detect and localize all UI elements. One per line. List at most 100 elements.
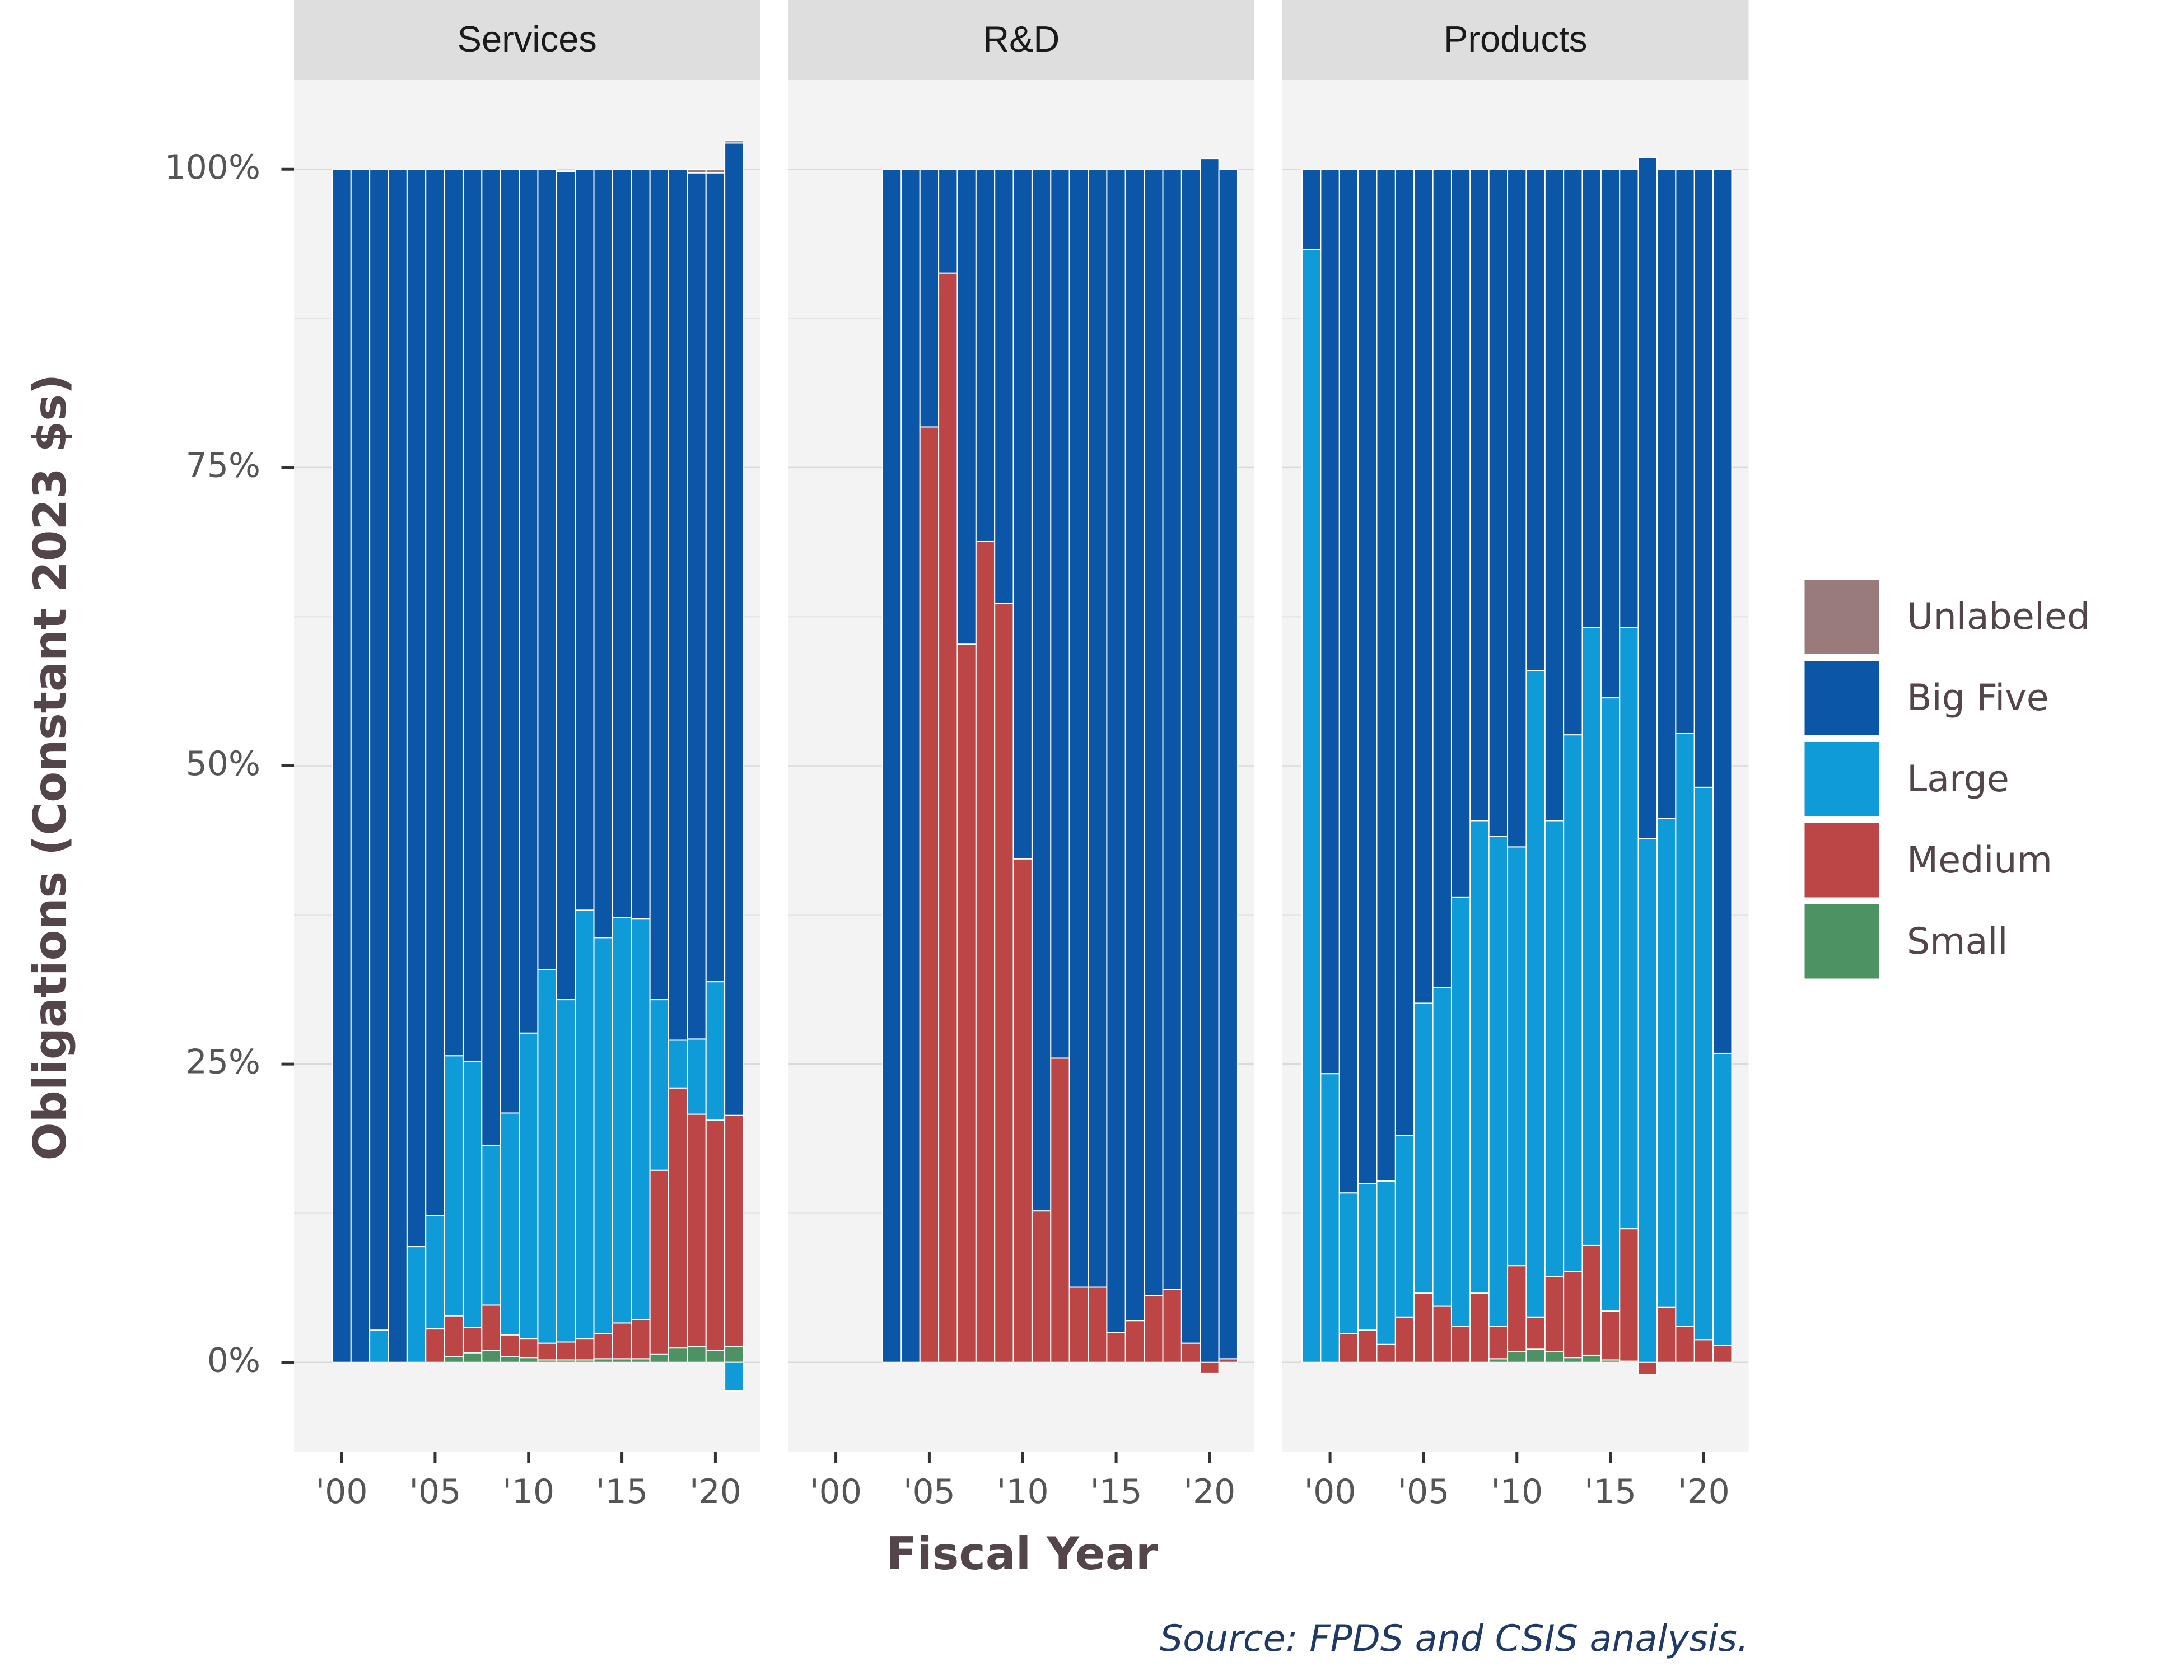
bar-segment xyxy=(1675,169,1695,734)
bar-segment xyxy=(481,1304,501,1351)
bar-segment xyxy=(1600,169,1621,699)
legend-label: Unlabeled xyxy=(1907,596,2090,638)
bar-segment xyxy=(556,999,576,1343)
bar-segment xyxy=(1357,1329,1378,1363)
x-tick-label: '10 xyxy=(502,1472,554,1511)
bar-segment xyxy=(1320,1073,1340,1363)
legend-label: Large xyxy=(1907,758,2009,800)
bar-segment xyxy=(1050,169,1070,1059)
bar-segment xyxy=(649,1169,670,1355)
x-tick-label: '15 xyxy=(1584,1472,1636,1511)
bar-segment xyxy=(1357,169,1378,1184)
bar-segment xyxy=(1693,1339,1714,1363)
bar-segment xyxy=(938,169,958,274)
legend-label: Medium xyxy=(1907,839,2052,881)
x-tick-label: '05 xyxy=(409,1472,461,1511)
bar-segment xyxy=(1581,169,1602,628)
bar-segment xyxy=(1106,169,1126,1333)
bar-segment xyxy=(332,169,352,1363)
bar-segment xyxy=(444,1055,464,1317)
strip-background xyxy=(294,0,760,80)
x-tick-label: '05 xyxy=(903,1472,955,1511)
bar-segment xyxy=(1712,1052,1733,1346)
bar-segment xyxy=(1450,169,1471,898)
x-tick-label: '05 xyxy=(1397,1472,1449,1511)
legend-swatch xyxy=(1802,658,1882,738)
bar-segment xyxy=(1376,1180,1396,1345)
bar-segment xyxy=(593,169,613,939)
legend-label: Small xyxy=(1907,921,2008,963)
bar-segment xyxy=(406,1246,427,1363)
bar-segment xyxy=(1637,1361,1658,1375)
bar-segment xyxy=(575,169,595,911)
bar-segment xyxy=(1619,169,1639,628)
source-note: Source: FPDS and CSIS analysis. xyxy=(1160,1618,1749,1660)
bar-segment xyxy=(919,169,940,428)
bar-segment xyxy=(612,1322,632,1360)
bar-segment xyxy=(705,1350,726,1363)
bar-segment xyxy=(1563,169,1583,736)
y-tick-label: 75% xyxy=(186,446,260,485)
bar-segment xyxy=(1162,169,1182,1290)
bar-segment xyxy=(369,169,389,1331)
bar-segment xyxy=(649,999,670,1171)
bar-segment xyxy=(1544,169,1565,822)
bar-segment xyxy=(1488,1326,1509,1360)
bar-segment xyxy=(1394,1135,1415,1318)
bar-segment xyxy=(1432,987,1452,1307)
strip-background xyxy=(1282,0,1749,80)
bar-segment xyxy=(1563,1357,1583,1363)
bar-segment xyxy=(668,1087,688,1349)
y-tick-label: 0% xyxy=(207,1341,260,1380)
bar-segment xyxy=(519,169,539,1034)
bar-segment xyxy=(1162,1289,1182,1363)
bar-segment xyxy=(425,169,445,1216)
bar-segment xyxy=(994,603,1014,1363)
bar-segment xyxy=(1563,1271,1583,1359)
bar-segment xyxy=(1432,1305,1452,1363)
bar-segment xyxy=(1600,697,1621,1312)
strip-background xyxy=(788,0,1254,80)
legend-swatch xyxy=(1802,902,1882,982)
bar-segment xyxy=(1525,169,1546,671)
bar-segment xyxy=(1432,169,1452,988)
bar-segment xyxy=(1413,1292,1434,1363)
bar-segment xyxy=(724,1114,744,1348)
bar-segment xyxy=(1544,820,1565,1277)
bar-segment xyxy=(1488,169,1509,837)
legend-swatch xyxy=(1802,739,1882,819)
bar-segment xyxy=(1469,169,1490,822)
bar-segment xyxy=(1619,627,1639,1230)
bar-segment xyxy=(1693,169,1714,788)
bar-segment xyxy=(500,169,520,1114)
bar-segment xyxy=(519,1357,539,1363)
bar-segment xyxy=(1068,169,1089,1288)
bar-segment xyxy=(724,140,744,144)
bar-segment xyxy=(1012,858,1033,1363)
bar-segment xyxy=(1301,249,1322,1363)
bar-segment xyxy=(500,1334,520,1357)
bar-segment xyxy=(724,142,744,1116)
bar-segment xyxy=(956,643,977,1363)
bar-segment xyxy=(1581,1354,1602,1363)
bar-segment xyxy=(1469,1292,1490,1363)
bar-segment xyxy=(1413,169,1434,1004)
bar-segment xyxy=(724,1346,744,1363)
bar-segment xyxy=(1068,1286,1089,1363)
bar-segment xyxy=(1200,158,1220,1363)
bar-segment xyxy=(1581,627,1602,1246)
bar-segment xyxy=(1656,818,1677,1308)
bar-segment xyxy=(1525,1316,1546,1350)
bar-segment xyxy=(1031,169,1052,1212)
bar-segment xyxy=(919,426,940,1363)
bar-segment xyxy=(1050,1057,1070,1363)
bar-segment xyxy=(556,1341,576,1361)
bar-segment xyxy=(575,1338,595,1361)
bar-segment xyxy=(1525,1348,1546,1363)
bar-segment xyxy=(1088,169,1108,1288)
bar-segment xyxy=(462,1352,483,1363)
bar-segment xyxy=(1413,1002,1434,1294)
bar-segment xyxy=(1544,1351,1565,1363)
bar-segment xyxy=(1600,1310,1621,1361)
facet-title: R&D xyxy=(983,18,1060,59)
